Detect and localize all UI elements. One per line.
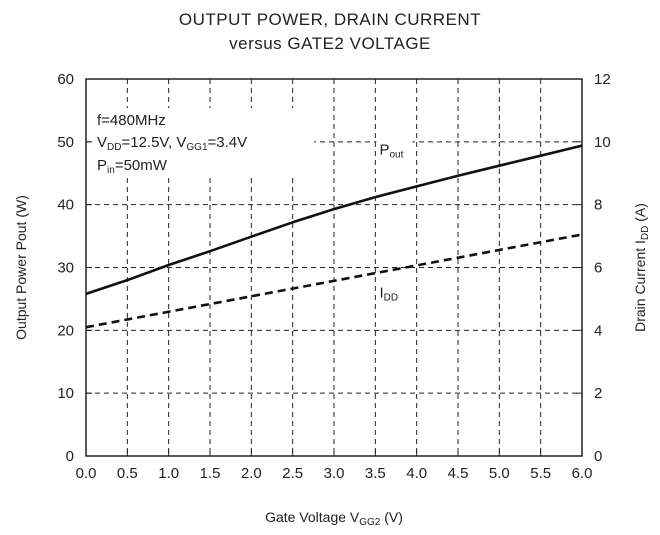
series-line-pout bbox=[85, 144, 583, 296]
y-right-tick-label: 8 bbox=[594, 197, 602, 214]
annotation-vdd: VDD=12.5V, VGG1=3.4V bbox=[97, 134, 247, 153]
y-right-tick-label: 6 bbox=[594, 260, 602, 277]
y-axis-right-label-unit: (A) bbox=[632, 203, 648, 226]
annotation-vdd-value: =12.5V, V bbox=[121, 134, 186, 151]
x-tick-label: 1.0 bbox=[158, 465, 179, 482]
x-tick-label: 0.0 bbox=[76, 465, 97, 482]
idd-label-background bbox=[376, 281, 409, 306]
x-tick-label: 1.5 bbox=[200, 465, 221, 482]
y-right-tick-label: 12 bbox=[594, 71, 611, 88]
x-axis-label-unit: (V) bbox=[380, 509, 403, 525]
y-axis-right-label-sub: DD bbox=[640, 226, 651, 240]
x-axis-label-sub: GG2 bbox=[359, 517, 381, 528]
annotation-background bbox=[92, 108, 314, 176]
y-axis-right-label: Drain Current IDD (A) bbox=[632, 203, 651, 332]
series-label-idd-sub: DD bbox=[384, 293, 398, 304]
chart-title-line-1: OUTPUT POWER, DRAIN CURRENT bbox=[178, 10, 482, 29]
grid bbox=[86, 79, 582, 456]
x-tick-label: 4.0 bbox=[406, 465, 427, 482]
x-axis-label-main: Gate Voltage V bbox=[265, 509, 360, 525]
annotation-pin-sub: in bbox=[107, 165, 115, 176]
y-left-tick-label: 50 bbox=[57, 134, 74, 151]
x-tick-label: 4.5 bbox=[448, 465, 469, 482]
annotation-frequency: f=480MHz bbox=[97, 112, 166, 129]
x-tick-label: 3.0 bbox=[324, 465, 345, 482]
y-left-tick-label: 30 bbox=[57, 260, 74, 277]
annotation-vdd-sub: DD bbox=[107, 142, 121, 153]
annotation-vdd-symbol: V bbox=[97, 134, 107, 151]
x-tick-label: 5.0 bbox=[489, 465, 510, 482]
ticks: 0.0 0.5 1.0 1.5 2.0 2.5 3.0 3.5 4.0 4.5 5.0 5.5 6.00… bbox=[57, 71, 610, 482]
annotation-vgg1-value: =3.4V bbox=[208, 134, 248, 151]
x-axis-label: Gate Voltage VGG2 (V) bbox=[265, 509, 403, 528]
x-tick-label: 3.5 bbox=[365, 465, 386, 482]
y-right-tick-label: 4 bbox=[594, 322, 602, 339]
x-tick-label: 0.5 bbox=[117, 465, 138, 482]
x-tick-label: 5.5 bbox=[530, 465, 551, 482]
series-label-idd-main: I bbox=[379, 285, 383, 302]
annotation-pin-symbol: P bbox=[97, 157, 107, 174]
chart-title-line-2: versus GATE2 VOLTAGE bbox=[229, 34, 431, 53]
annotation-pin-value: =50mW bbox=[115, 157, 168, 174]
series-label-pout-sub: out bbox=[389, 149, 403, 160]
y-left-tick-label: 10 bbox=[57, 385, 74, 402]
pout-label-background bbox=[376, 138, 413, 163]
y-left-tick-label: 20 bbox=[57, 322, 74, 339]
series-label-idd: IDD bbox=[379, 285, 398, 304]
x-tick-label: 2.0 bbox=[241, 465, 262, 482]
series bbox=[85, 144, 583, 329]
y-left-tick-label: 0 bbox=[66, 448, 74, 465]
x-tick-label: 2.5 bbox=[282, 465, 303, 482]
series-line-idd bbox=[85, 233, 583, 329]
y-left-tick-label: 60 bbox=[57, 71, 74, 88]
y-right-tick-label: 0 bbox=[594, 448, 602, 465]
series-label-pout-main: P bbox=[379, 141, 389, 158]
annotation-pin: Pin=50mW bbox=[97, 157, 168, 176]
series-label-pout: Pout bbox=[379, 141, 403, 160]
y-axis-left-label: Output Power Pout (W) bbox=[13, 195, 29, 340]
x-tick-label: 6.0 bbox=[572, 465, 593, 482]
y-left-tick-label: 40 bbox=[57, 197, 74, 214]
y-axis-right-label-main: Drain Current I bbox=[632, 240, 648, 332]
annotation-vgg1-sub: GG1 bbox=[186, 142, 208, 153]
y-right-tick-label: 2 bbox=[594, 385, 602, 402]
y-right-tick-label: 10 bbox=[594, 134, 611, 151]
